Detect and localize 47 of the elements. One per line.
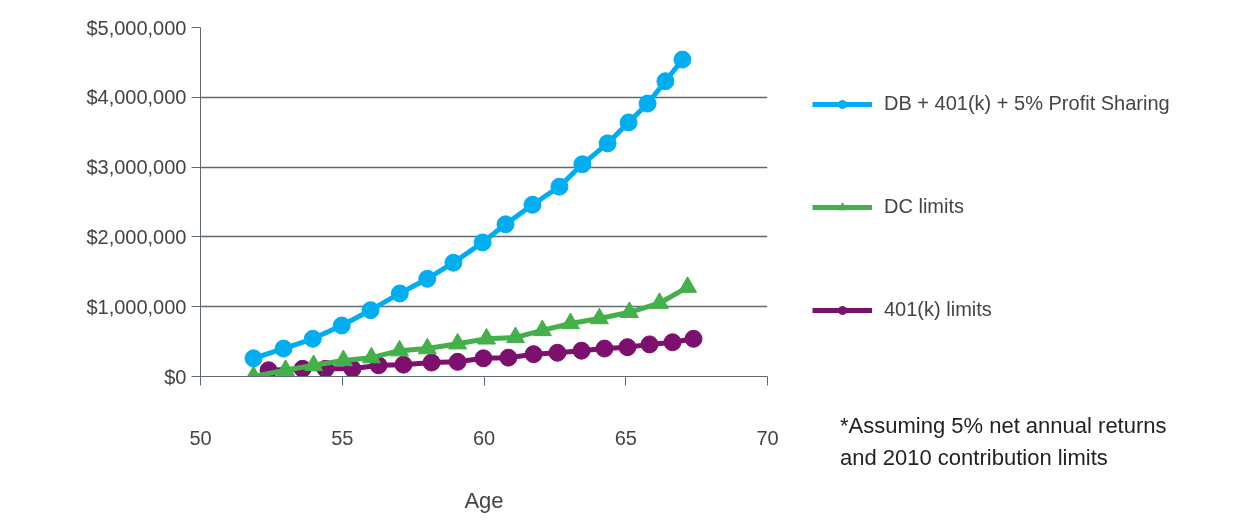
point xyxy=(673,50,692,69)
legend-label: DB + 401(k) + 5% Profit Sharing xyxy=(884,92,1170,115)
point xyxy=(663,333,682,352)
x-tick-label: 60 xyxy=(472,426,496,449)
point xyxy=(618,338,637,357)
point xyxy=(548,343,567,362)
x-tick-label: 65 xyxy=(614,426,637,449)
y-tick-label: $3,000,000 xyxy=(86,156,187,179)
y-tick-label: $0 xyxy=(164,365,187,388)
point xyxy=(640,335,659,354)
point xyxy=(572,341,591,360)
x-tick-label: 55 xyxy=(331,426,354,449)
point xyxy=(656,72,675,91)
point xyxy=(332,316,351,335)
point xyxy=(474,349,493,368)
y-tick-label: $2,000,000 xyxy=(86,225,187,248)
point xyxy=(244,349,263,368)
point xyxy=(303,329,322,348)
point xyxy=(499,348,518,367)
point xyxy=(523,195,542,214)
point xyxy=(684,329,703,348)
point xyxy=(394,355,413,374)
legend-label: 401(k) limits xyxy=(884,298,992,321)
x-tick-label: 70 xyxy=(756,426,779,449)
point xyxy=(448,352,467,371)
point xyxy=(418,269,437,288)
text: *Assuming 5% net annual returns and 2010 contribution limits xyxy=(840,412,1168,472)
y-tick-label: $1,000,000 xyxy=(86,295,187,318)
point xyxy=(390,284,409,303)
point xyxy=(274,339,293,358)
point xyxy=(496,215,515,234)
point xyxy=(361,301,380,320)
point xyxy=(550,177,569,196)
point xyxy=(473,233,492,252)
y-tick-label: $5,000,000 xyxy=(86,16,187,39)
y-tick-label: $4,000,000 xyxy=(86,86,187,109)
x-tick-label: 50 xyxy=(189,426,212,449)
point xyxy=(598,134,617,153)
point xyxy=(444,253,463,272)
legend-label: DC limits xyxy=(884,195,964,218)
x-axis-title: Age xyxy=(464,487,504,513)
point xyxy=(638,94,657,113)
point xyxy=(524,345,543,364)
point xyxy=(595,339,614,358)
point xyxy=(573,155,592,174)
point xyxy=(619,113,638,132)
point xyxy=(422,353,441,372)
